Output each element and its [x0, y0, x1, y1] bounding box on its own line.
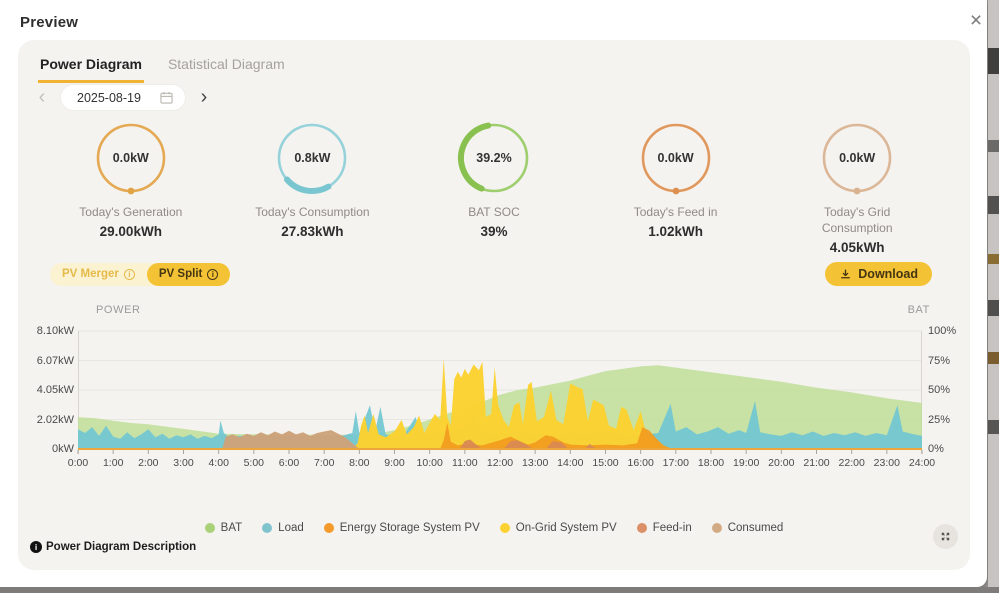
- legend-label: Load: [278, 522, 304, 534]
- legend-dot-icon: [323, 523, 334, 533]
- legend-item[interactable]: Consumed: [711, 522, 784, 534]
- download-button[interactable]: Download: [825, 262, 932, 286]
- gauge-todays-feed-in: 0.0kW Today's Feed in 1.02kWh: [585, 120, 767, 255]
- gauge-bat-soc: 39.2% BAT SOC 39%: [403, 120, 585, 255]
- chart-legend: BAT Load Energy Storage System PV On-Grid S…: [18, 522, 970, 534]
- legend-label: BAT: [220, 522, 243, 534]
- pv-merger-label: PV Merger: [62, 268, 119, 280]
- date-value: 2025-08-19: [77, 90, 141, 105]
- fullscreen-button[interactable]: [933, 524, 958, 549]
- legend-item[interactable]: Load: [262, 522, 304, 534]
- bat-soc-label: BAT SOC: [468, 205, 520, 219]
- info-icon[interactable]: i: [207, 268, 219, 280]
- pv-split-label: PV Split: [158, 268, 203, 280]
- info-icon[interactable]: i: [123, 268, 135, 280]
- date-navigator: ‹ 2025-08-19 ›: [32, 84, 214, 111]
- controls-row: PV Merger i PV Split i Download: [50, 262, 932, 286]
- feed-in-total: 1.02kWh: [648, 223, 703, 239]
- generation-total: 29.00kWh: [99, 223, 162, 239]
- date-input[interactable]: 2025-08-19: [60, 84, 186, 111]
- legend-dot-icon: [262, 523, 273, 533]
- chevron-right-icon[interactable]: ›: [194, 85, 214, 111]
- pv-split-button[interactable]: PV Split i: [146, 262, 231, 286]
- tab-power-diagram[interactable]: Power Diagram: [38, 50, 144, 83]
- background-page-sliver: [988, 0, 999, 593]
- close-icon[interactable]: ×: [963, 8, 989, 34]
- legend-label: Energy Storage System PV: [339, 522, 480, 534]
- legend-dot-icon: [204, 523, 215, 533]
- calendar-icon: [160, 91, 173, 104]
- legend-item[interactable]: BAT: [204, 522, 243, 534]
- expand-icon: [939, 530, 952, 543]
- info-icon[interactable]: i: [30, 541, 42, 553]
- bat-soc-value: 39.2%: [476, 151, 512, 165]
- pv-merger-button[interactable]: PV Merger i: [50, 263, 147, 286]
- gauge-todays-generation: 0.0kW Today's Generation 29.00kWh: [40, 120, 222, 255]
- consumption-label: Today's Consumption: [255, 205, 370, 219]
- legend-label: Feed-in: [652, 522, 692, 534]
- consumption-ring-icon: [276, 122, 349, 194]
- download-icon: [839, 268, 852, 281]
- bat-soc-ring-icon: [457, 122, 530, 194]
- legend-item[interactable]: Feed-in: [636, 522, 692, 534]
- preview-modal: Preview × Power Diagram Statistical Diag…: [0, 0, 987, 587]
- gauges-row: 0.0kW Today's Generation 29.00kWh 0.8kW …: [40, 120, 948, 255]
- legend-item[interactable]: On-Grid System PV: [499, 522, 617, 534]
- legend-label: On-Grid System PV: [515, 522, 617, 534]
- grid-consumption-total: 4.05kWh: [829, 239, 885, 255]
- gauge-todays-grid-consumption: 0.0kW Today's Grid Consumption 4.05kWh: [766, 120, 948, 255]
- description-label: Power Diagram Description: [46, 541, 197, 553]
- gauge-todays-consumption: 0.8kW Today's Consumption 27.83kWh: [222, 120, 404, 255]
- feed-in-ring-icon: [641, 123, 710, 195]
- legend-dot-icon: [711, 523, 722, 533]
- bottom-bar: [0, 587, 999, 593]
- legend-dot-icon: [636, 523, 647, 533]
- tab-bar: Power Diagram Statistical Diagram: [38, 50, 287, 83]
- consumption-total: 27.83kWh: [281, 223, 344, 239]
- legend-label: Consumed: [727, 522, 784, 534]
- grid-consumption-ring-icon: [822, 123, 892, 195]
- description-row: i Power Diagram Description: [30, 541, 196, 553]
- grid-consumption-power-value: 0.0kW: [839, 151, 876, 165]
- consumption-power-value: 0.8kW: [294, 151, 331, 165]
- generation-label: Today's Generation: [79, 205, 183, 219]
- legend-item[interactable]: Energy Storage System PV: [323, 522, 480, 534]
- modal-title: Preview: [20, 14, 79, 31]
- generation-power-value: 0.0kW: [112, 151, 149, 165]
- feed-in-label: Today's Feed in: [633, 205, 718, 219]
- download-label: Download: [858, 267, 918, 281]
- generation-ring-icon: [96, 123, 166, 195]
- diagram-card: Power Diagram Statistical Diagram ‹ 2025…: [18, 40, 970, 570]
- grid-consumption-label: Today's Grid Consumption: [821, 205, 893, 235]
- feed-in-power-value: 0.0kW: [657, 151, 694, 165]
- tab-statistical-diagram[interactable]: Statistical Diagram: [167, 56, 285, 72]
- legend-dot-icon: [499, 523, 510, 533]
- chevron-left-icon[interactable]: ‹: [32, 85, 52, 111]
- bat-soc-total: 39%: [480, 223, 508, 239]
- pv-mode-toggle: PV Merger i PV Split i: [50, 262, 231, 286]
